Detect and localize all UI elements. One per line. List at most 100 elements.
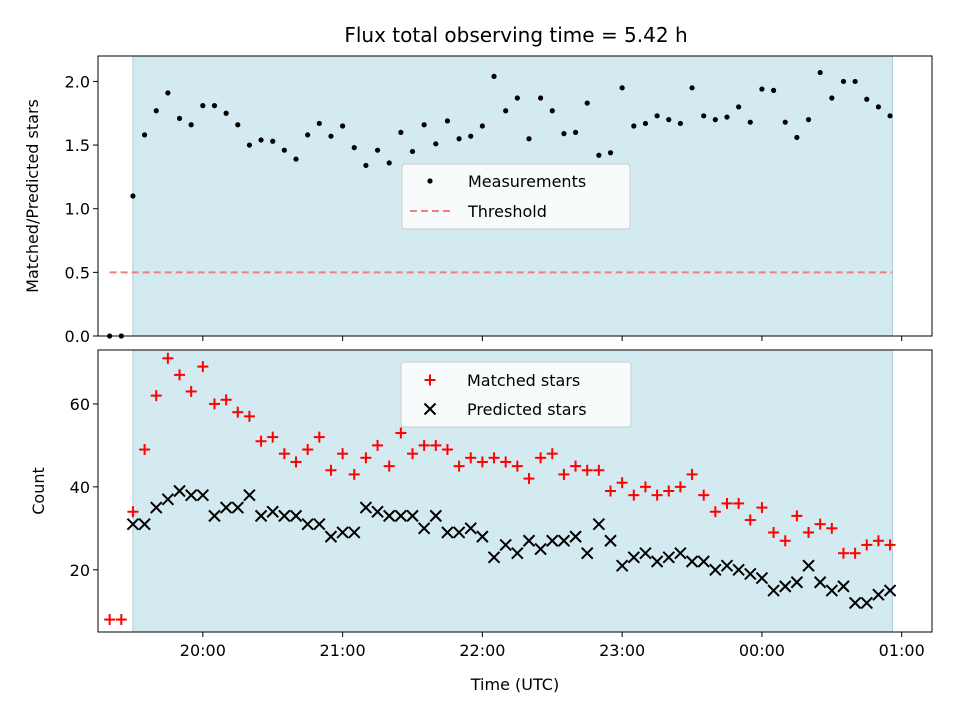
matched-stars-point (616, 477, 628, 489)
predicted-stars-point (476, 530, 489, 543)
x-marker-b (336, 526, 349, 539)
measurement-point (293, 156, 299, 162)
x-tick-label: 21:00 (320, 641, 366, 660)
x-marker-b (755, 571, 769, 585)
predicted-stars-point (581, 546, 594, 560)
measurement-point (491, 73, 497, 79)
x-marker-b (394, 509, 408, 523)
matched-stars-point (872, 535, 884, 547)
x-marker-b (825, 584, 839, 597)
legend-matched-label: Matched stars (467, 371, 580, 390)
x-marker-b (138, 517, 151, 531)
x-marker-b (423, 402, 437, 416)
predicted-stars-point (324, 530, 338, 543)
measurement-point (724, 114, 730, 120)
matched-stars-point (698, 489, 710, 501)
y-tick-label: 20 (70, 561, 90, 580)
measurement-point (211, 103, 218, 109)
predicted-stars-point (557, 534, 571, 547)
predicted-stars-point (313, 517, 326, 531)
matched-stars-point (558, 468, 570, 480)
predicted-stars-point (767, 584, 780, 597)
predicted-stars-point (301, 517, 314, 531)
measurement-point (794, 134, 800, 141)
matched-stars-point (861, 539, 873, 551)
x-marker-b (615, 559, 629, 572)
x-marker-b (511, 546, 524, 560)
measurement-point (246, 142, 253, 148)
measurement-point (805, 117, 812, 123)
measurement-point (747, 119, 753, 125)
x-marker-b (767, 584, 780, 597)
x-marker-b (196, 488, 210, 502)
matched-stars-point (220, 394, 232, 406)
measurement-point (328, 133, 334, 139)
matched-stars-point (535, 452, 547, 464)
measurement-point (864, 96, 870, 102)
matched-stars-point (313, 431, 325, 443)
predicted-stars-point (755, 571, 769, 585)
predicted-stars-point (417, 522, 431, 535)
measurement-point (619, 85, 625, 91)
measurement-point (538, 95, 544, 101)
matched-stars-point (826, 522, 838, 534)
measurement-point (153, 108, 159, 114)
measurement-point (887, 113, 893, 119)
predicted-stars-point (208, 509, 221, 523)
predicted-stars-point (464, 522, 477, 535)
x-marker-b (150, 501, 163, 514)
matched-stars-point (663, 485, 675, 497)
x-marker-b (860, 596, 873, 610)
predicted-stars-point (662, 551, 675, 564)
x-marker-b (720, 559, 734, 572)
predicted-stars-point (184, 488, 198, 502)
ratio-y-axis-label: Matched/Predicted stars (23, 99, 42, 293)
predicted-stars-point (709, 563, 722, 577)
x-marker-b (359, 501, 373, 514)
matched-stars-point (639, 481, 651, 493)
x-marker-b (406, 509, 419, 523)
x-marker-b (429, 509, 443, 523)
matched-stars-point (115, 614, 127, 626)
measurement-point (642, 120, 649, 127)
x-marker-b (476, 530, 489, 543)
predicted-stars-point (790, 576, 804, 589)
predicted-stars-point (441, 526, 454, 539)
predicted-stars-point (266, 505, 279, 518)
x-marker-b (522, 534, 536, 547)
x-marker-b (464, 522, 477, 535)
x-marker-b (685, 555, 699, 568)
measurement-point (398, 129, 404, 135)
predicted-stars-point (452, 526, 466, 539)
predicted-stars-point (825, 584, 839, 597)
measurement-point (444, 118, 451, 124)
x-marker-b (883, 584, 897, 597)
matched-stars-point (441, 444, 453, 456)
ratio-panel-frame (97, 55, 933, 337)
measurement-point (654, 113, 660, 119)
x-tick-label: 01:00 (879, 641, 925, 660)
x-marker-b (837, 580, 850, 593)
predicted-stars-point (196, 488, 210, 502)
ratio-x-ticks (202, 336, 903, 341)
measurement-point (456, 136, 462, 142)
matched-stars-point (733, 497, 745, 509)
x-marker-b (126, 517, 140, 531)
legend-measurements-label: Measurements (468, 172, 586, 191)
predicted-stars-point (534, 542, 547, 556)
matched-stars-point (150, 390, 162, 402)
predicted-stars-point (685, 555, 699, 568)
x-marker-b (243, 488, 256, 502)
time-x-axis-label: Time (UTC) (470, 675, 559, 694)
measurement-point (549, 108, 555, 114)
matched-stars-point (348, 468, 360, 480)
x-marker-b (324, 530, 338, 543)
x-marker-b (219, 501, 233, 514)
x-marker-b (662, 551, 675, 564)
predicted-stars-point (150, 501, 163, 514)
measurements-series (107, 69, 893, 339)
x-marker-b (348, 526, 361, 539)
matched-stars-point (243, 410, 255, 422)
x-marker-b (848, 596, 862, 610)
